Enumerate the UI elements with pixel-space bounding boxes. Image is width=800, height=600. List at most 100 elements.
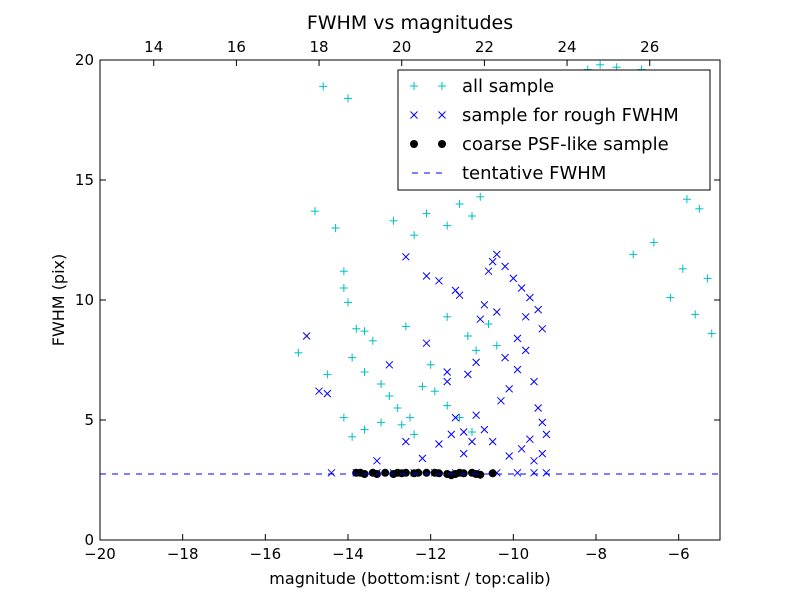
series-1-point-42 xyxy=(538,449,547,458)
legend-symbol-1-a xyxy=(410,111,418,119)
series-0-point-67 xyxy=(463,332,472,340)
series-0-point-21 xyxy=(377,418,386,427)
legend-symbol-0-a xyxy=(410,82,418,90)
series-1-point-16 xyxy=(472,358,480,367)
series-1-point-31 xyxy=(497,396,505,405)
series-0-point-10 xyxy=(294,348,303,357)
legend-symbol-2-a xyxy=(410,140,418,148)
series-1-point-1 xyxy=(315,387,323,396)
series-0-point-19 xyxy=(348,432,357,441)
series-0-point-23 xyxy=(410,430,419,439)
series-0-point-2 xyxy=(310,207,319,216)
x-axis-label: magnitude (bottom:isnt / top:calib) xyxy=(269,569,550,588)
series-2-point-19 xyxy=(459,469,468,478)
y-tick-label-4: 20 xyxy=(75,51,94,69)
series-0-point-28 xyxy=(455,413,464,422)
series-1-point-18 xyxy=(480,300,489,309)
series-1-point-63 xyxy=(513,334,522,343)
x-tick-label-0: −20 xyxy=(84,545,116,563)
series-1-point-60 xyxy=(530,468,538,477)
top-tick-label-4: 22 xyxy=(475,38,494,56)
series-1-point-13 xyxy=(451,413,460,422)
series-1-point-65 xyxy=(492,308,501,316)
legend-entry-1: sample for rough FWHM xyxy=(410,105,679,126)
y-axis-label: FWHM (pix) xyxy=(49,254,68,347)
series-0-point-13 xyxy=(360,368,369,376)
series-1-point-35 xyxy=(530,377,538,386)
series-0-point-61 xyxy=(678,264,687,273)
series-0-point-11 xyxy=(323,370,332,379)
series-1-point-62 xyxy=(521,312,530,321)
series-1-point-26 xyxy=(534,305,542,314)
series-1-point-40 xyxy=(505,452,514,460)
series-0-point-71 xyxy=(401,322,410,331)
legend: all sample sample for rough FWHM coarse PS… xyxy=(397,69,711,191)
series-0-point-29 xyxy=(468,428,476,436)
series-0-point-9 xyxy=(368,336,377,345)
legend-label-3: tentative FWHM xyxy=(462,163,606,184)
series-1-point-44 xyxy=(468,437,476,446)
series-1-point-10 xyxy=(443,377,452,386)
legend-label-0: all sample xyxy=(462,76,554,97)
series-1-point-47 xyxy=(435,440,443,448)
series-0-point-1 xyxy=(344,94,352,103)
series-1-point-23 xyxy=(509,274,518,283)
series-0-point-22 xyxy=(397,420,406,429)
top-tick-label-1: 16 xyxy=(227,38,246,56)
series-1-point-12 xyxy=(455,291,464,300)
series-1-point-20 xyxy=(488,257,497,266)
series-1-point-43 xyxy=(542,430,551,439)
x-tick-label-2: −16 xyxy=(250,545,282,563)
legend-label-2: coarse PSF-like sample xyxy=(462,134,669,155)
series-2-point-23 xyxy=(488,469,497,478)
legend-entry-2: coarse PSF-like sample xyxy=(410,134,669,155)
legend-label-1: sample for rough FWHM xyxy=(462,105,679,126)
series-1-point-34 xyxy=(521,346,530,355)
legend-symbol-0-b xyxy=(438,82,446,90)
series-0-point-27 xyxy=(443,401,452,410)
series-2-point-14 xyxy=(434,469,443,478)
series-0-point-31 xyxy=(410,231,419,240)
legend-box xyxy=(397,69,711,191)
series-0-point-12 xyxy=(348,353,357,362)
series-1-point-6 xyxy=(422,339,431,348)
x-tick-label-1: −18 xyxy=(167,545,199,563)
series-1-point-27 xyxy=(538,324,547,333)
plot-points xyxy=(100,60,720,480)
series-0-point-36 xyxy=(476,192,485,201)
series-1-point-59 xyxy=(513,468,522,477)
legend-symbol-2-b xyxy=(438,140,446,148)
series-0-point-33 xyxy=(443,221,452,230)
series-0-point-3 xyxy=(331,224,340,232)
series-0-point-17 xyxy=(406,413,414,422)
series-0-point-4 xyxy=(339,267,348,276)
series-0-point-68 xyxy=(472,346,481,355)
y-tick-label-2: 10 xyxy=(75,291,94,309)
series-0-point-8 xyxy=(360,327,369,336)
series-1-point-22 xyxy=(501,262,509,271)
series-1-point-61 xyxy=(542,468,551,477)
series-0-point-60 xyxy=(629,250,638,259)
series-1-point-49 xyxy=(402,437,410,446)
series-0-point-7 xyxy=(352,324,361,333)
series-1-point-21 xyxy=(492,250,501,259)
y-tick-label-1: 5 xyxy=(84,411,94,429)
series-1-point-41 xyxy=(530,456,538,465)
series-0-point-5 xyxy=(339,284,348,292)
series-1-point-64 xyxy=(501,353,509,362)
series-2-point-12 xyxy=(422,468,431,477)
series-0-point-45 xyxy=(596,60,605,69)
series-0-point-63 xyxy=(666,293,675,302)
series-0-point-57 xyxy=(682,195,691,204)
y-tick-label-3: 15 xyxy=(75,171,94,189)
series-1-point-7 xyxy=(422,272,431,280)
series-1-point-14 xyxy=(459,428,468,436)
series-1-point-24 xyxy=(517,284,526,292)
x-tick-label-7: −6 xyxy=(668,545,690,563)
series-0-point-26 xyxy=(430,387,439,396)
series-1-point-5 xyxy=(402,252,410,261)
series-1-point-50 xyxy=(373,456,381,465)
series-0-point-6 xyxy=(344,298,352,307)
series-1-point-2 xyxy=(323,389,332,398)
series-0-point-15 xyxy=(385,392,394,400)
